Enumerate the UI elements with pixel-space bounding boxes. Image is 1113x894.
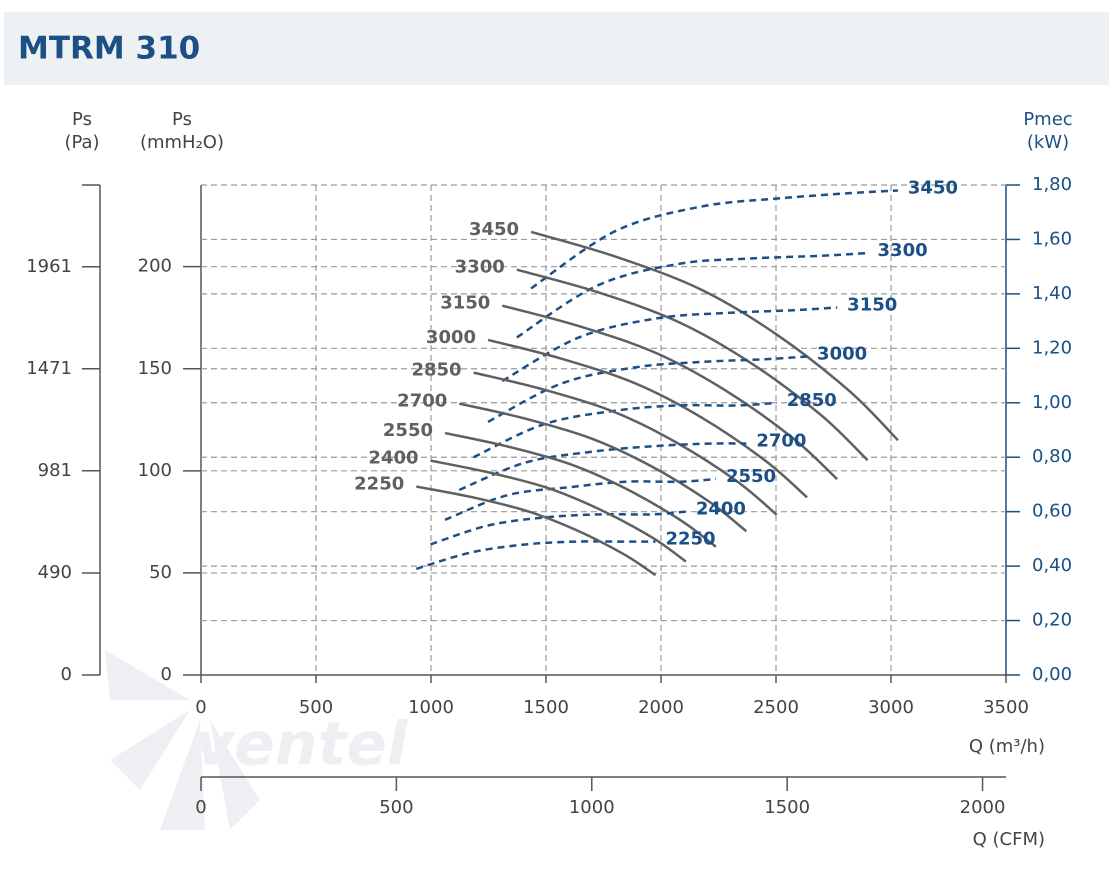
pa-tick-label: 0 (61, 664, 72, 685)
watermark-text: ventel (195, 710, 409, 780)
power-curve-label: 2850 (787, 390, 837, 411)
power-curve (473, 401, 777, 459)
pa-axis-unit: (Pa) (64, 132, 99, 153)
x-tick-label: 1500 (523, 697, 569, 718)
y-axis-title: Ps (172, 109, 192, 130)
pressure-curve (416, 485, 657, 577)
x2-tick-label: 1500 (764, 797, 810, 818)
y2-tick-label: 1,20 (1032, 337, 1072, 358)
x2-tick-label: 2000 (960, 797, 1006, 818)
power-curve (415, 540, 656, 571)
pressure-curve-label: 3000 (426, 327, 476, 348)
x-tick-label: 2000 (638, 697, 684, 718)
pressure-curve (444, 431, 717, 548)
pressure-curve-label: 2550 (383, 420, 433, 441)
y2-tick-label: 0,40 (1032, 555, 1072, 576)
pressure-curve-label: 3300 (455, 257, 505, 278)
watermark-logo: ventel (105, 650, 409, 830)
power-curve-label: 3300 (878, 240, 928, 261)
x2-tick-label: 0 (195, 797, 206, 818)
power-curve (501, 306, 838, 383)
pa-tick-label: 1961 (26, 256, 72, 277)
y2-tick-label: 1,40 (1032, 283, 1072, 304)
x2-tick-label: 1000 (569, 797, 615, 818)
pressure-curve (530, 230, 899, 442)
power-curve-label: 2700 (756, 431, 806, 452)
x2-tick-label: 500 (379, 797, 413, 818)
pa-tick-label: 981 (38, 460, 72, 481)
x2-axis-title: Q (CFM) (973, 829, 1045, 850)
chart-title: MTRM 310 (18, 31, 200, 67)
pa-tick-label: 490 (38, 562, 72, 583)
x-tick-label: 3000 (868, 697, 914, 718)
y2-tick-label: 0,80 (1032, 446, 1072, 467)
y-axis-unit: (mmH₂O) (140, 132, 224, 153)
x-tick-label: 0 (195, 697, 206, 718)
power-curve-label: 2250 (665, 529, 715, 550)
power-curve (430, 510, 686, 546)
power-curve (458, 442, 747, 492)
power-curve-label: 3150 (847, 295, 897, 316)
x-tick-label: 3500 (983, 697, 1029, 718)
pressure-curve-label: 2400 (368, 448, 418, 469)
pressure-curve (473, 371, 778, 516)
pressure-curve (516, 268, 869, 462)
power-curve (530, 189, 898, 290)
pressure-curve (430, 459, 687, 563)
x-tick-label: 2500 (753, 697, 799, 718)
power-curve-label: 2550 (726, 466, 776, 487)
y-tick-label: 200 (138, 256, 172, 277)
pressure-curve-label: 3450 (469, 219, 519, 240)
x-tick-label: 1000 (408, 697, 454, 718)
pa-tick-label: 1471 (26, 358, 72, 379)
pressure-curve (487, 338, 808, 499)
power-curve (516, 251, 868, 339)
power-curve-label: 2400 (696, 499, 746, 520)
pa-axis-title: Ps (72, 109, 92, 130)
pressure-curve-label: 3150 (440, 293, 490, 314)
power-curve-label: 3000 (817, 344, 867, 365)
header-band (4, 12, 1109, 85)
pressure-curve-label: 2850 (411, 360, 461, 381)
pressure-curve-label: 2250 (354, 474, 404, 495)
y-tick-label: 100 (138, 460, 172, 481)
power-curve-label: 3450 (908, 177, 958, 198)
y2-tick-label: 1,60 (1032, 228, 1072, 249)
pressure-curve-label: 2700 (397, 391, 447, 412)
y2-tick-label: 1,80 (1032, 174, 1072, 195)
x-axis-title: Q (m³/h) (969, 736, 1045, 757)
y2-tick-label: 0,00 (1032, 664, 1072, 685)
y-tick-label: 150 (138, 358, 172, 379)
y2-tick-label: 1,00 (1032, 392, 1072, 413)
pressure-curve (501, 304, 839, 481)
power-curve (444, 477, 717, 521)
y2-axis-unit: (kW) (1027, 132, 1069, 153)
y-tick-label: 50 (149, 562, 172, 583)
y2-tick-label: 0,20 (1032, 610, 1072, 631)
y2-tick-label: 0,60 (1032, 501, 1072, 522)
y2-axis-title: Pmec (1023, 109, 1072, 130)
y-tick-label: 0 (161, 664, 172, 685)
pressure-curve (459, 402, 748, 533)
x-tick-label: 500 (299, 697, 333, 718)
